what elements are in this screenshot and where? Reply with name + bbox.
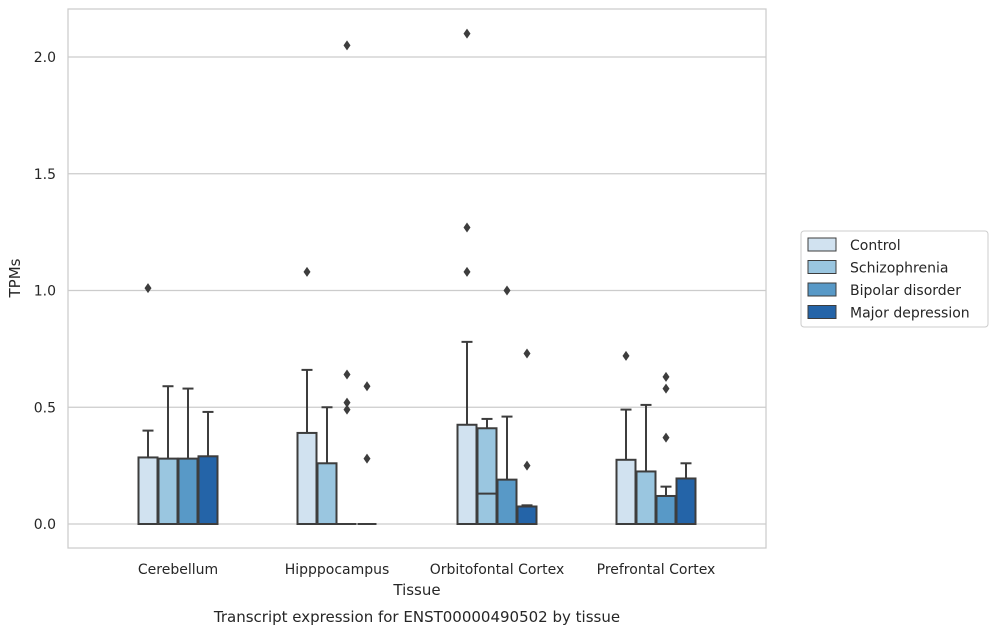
x-tick-label: Hipppocampus — [285, 562, 390, 578]
box-rect — [456, 423, 478, 526]
outlier-point — [463, 222, 471, 233]
legend: Control Schizophrenia Bipolar disorder Majo… — [800, 230, 989, 328]
legend-swatch — [807, 260, 837, 274]
box-control — [137, 283, 159, 526]
box-rect — [476, 427, 498, 526]
chart-caption: Transcript expression for ENST0000049050… — [213, 608, 620, 626]
outlier-point — [523, 460, 531, 471]
outlier-point — [622, 350, 630, 361]
y-tick-label: 0.0 — [34, 517, 56, 533]
legend-label: Major depression — [850, 306, 970, 322]
outlier-point — [662, 432, 670, 443]
box-rect — [177, 457, 199, 525]
box-major-depression — [197, 410, 219, 525]
outlier-point — [363, 453, 371, 464]
x-tick-label: Prefrontal Cortex — [597, 562, 716, 578]
box-bipolar-disorder — [496, 285, 518, 526]
y-tick-label: 0.5 — [34, 400, 56, 416]
x-tick-labels: Cerebellum Hipppocampus Orbitofontal Corte… — [138, 562, 715, 578]
box-rect — [316, 462, 338, 526]
outlier-point — [463, 266, 471, 277]
legend-frame — [800, 230, 989, 328]
legend-label: Control — [850, 238, 901, 254]
box-rect — [296, 431, 318, 525]
y-tick-label: 1.5 — [34, 167, 56, 183]
plot-frame — [67, 8, 767, 549]
y-tick-label: 1.0 — [34, 284, 56, 300]
box-rect — [157, 457, 179, 525]
outlier-point — [303, 266, 311, 277]
box-rect — [655, 494, 677, 526]
box-major-depression — [675, 462, 697, 525]
box-rect — [197, 455, 219, 525]
box-schizophrenia — [476, 417, 498, 526]
box-major-depression — [357, 381, 377, 525]
legend-swatch — [807, 237, 837, 252]
outlier-point — [363, 381, 371, 392]
y-axis-label: TPMs — [6, 258, 24, 298]
y-tick-labels: 0.0 0.5 1.0 1.5 2.0 — [34, 50, 56, 533]
box-control — [615, 350, 637, 526]
box-rect — [496, 478, 518, 526]
outlier-point — [343, 404, 351, 415]
legend-label: Bipolar disorder — [850, 283, 961, 299]
outlier-point — [343, 40, 351, 51]
outlier-point — [662, 371, 670, 382]
box-rect — [675, 477, 697, 525]
box-major-depression — [516, 348, 538, 525]
x-tick-label: Cerebellum — [138, 562, 218, 578]
outlier-point — [343, 397, 351, 408]
box-schizophrenia — [157, 385, 179, 525]
outlier-point — [463, 28, 471, 39]
outlier-point — [144, 283, 152, 294]
box-rect — [516, 505, 538, 525]
legend-label: Schizophrenia — [850, 261, 948, 277]
outlier-point — [503, 285, 511, 296]
legend-swatch — [807, 282, 837, 297]
box-rect — [615, 458, 637, 526]
outlier-point — [523, 348, 531, 359]
x-axis-label: Tissue — [392, 581, 440, 599]
outlier-point — [343, 369, 351, 380]
box-schizophrenia — [316, 406, 338, 526]
box-bipolar-disorder — [337, 40, 357, 525]
outlier-point — [662, 383, 670, 394]
y-tick-label: 2.0 — [34, 50, 56, 66]
box-bipolar-disorder — [177, 387, 199, 525]
legend-swatch — [807, 305, 837, 319]
box-rect — [635, 470, 657, 525]
box-series — [137, 28, 697, 526]
box-rect — [137, 456, 159, 526]
x-tick-label: Orbitofontal Cortex — [430, 562, 565, 578]
